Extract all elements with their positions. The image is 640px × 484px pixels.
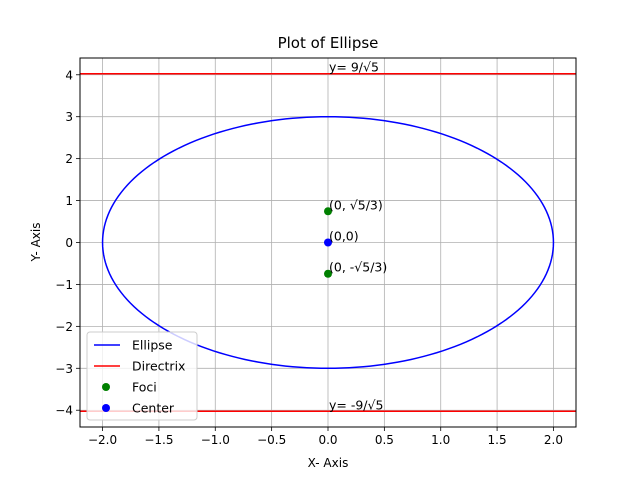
y-tick-label: 3 bbox=[65, 110, 73, 124]
x-tick-label: 1.5 bbox=[488, 433, 507, 447]
legend-label: Foci bbox=[132, 380, 157, 395]
y-tick-label: 0 bbox=[65, 236, 73, 250]
ticks: −2.0 −1.5 −1.0 −0.5 0.0 0.5 1.0 1.5 2.0 −4 −3 −2 −1 0… bbox=[55, 68, 563, 447]
point-annotation: (0, -√5/3) bbox=[329, 260, 387, 275]
point-annotation: (0, √5/3) bbox=[329, 197, 383, 212]
point-annotation: (0,0) bbox=[329, 229, 359, 244]
point-annotation: y= -9/√5 bbox=[329, 397, 383, 412]
y-tick-label: −2 bbox=[55, 320, 73, 334]
legend-box bbox=[86, 331, 198, 421]
y-tick-label: −3 bbox=[55, 362, 73, 376]
center-point bbox=[324, 238, 332, 247]
x-tick-label: 0.0 bbox=[318, 433, 337, 447]
legend-marker bbox=[102, 383, 110, 391]
legend-label: Directrix bbox=[132, 359, 185, 374]
ellipse-curve bbox=[101, 115, 555, 370]
y-axis-label: Y- Axis bbox=[29, 223, 43, 263]
y-tick-label: 2 bbox=[65, 152, 73, 166]
x-axis-label: X- Axis bbox=[308, 456, 349, 470]
x-tick-label: 0.5 bbox=[375, 433, 394, 447]
x-tick-label: 2.0 bbox=[544, 433, 563, 447]
annotations: y= 9/√5 y= -9/√5 (0, √5/3) (0,0) (0, -√5/3) bbox=[329, 60, 387, 413]
point-annotation: y= 9/√5 bbox=[329, 60, 379, 75]
legend-label: Ellipse bbox=[132, 338, 173, 353]
chart-title: Plot of Ellipse bbox=[278, 34, 379, 52]
legend-marker bbox=[102, 404, 110, 412]
y-tick-label: 4 bbox=[65, 68, 73, 82]
y-tick-label: −1 bbox=[55, 278, 73, 292]
focus-point bbox=[324, 207, 332, 216]
y-tick-label: 1 bbox=[65, 194, 73, 208]
x-tick-label: −2.0 bbox=[88, 433, 117, 447]
legend-label: Center bbox=[132, 401, 175, 416]
x-tick-label: −0.5 bbox=[257, 433, 286, 447]
x-tick-label: −1.5 bbox=[144, 433, 173, 447]
focus-point bbox=[324, 269, 332, 278]
y-tick-label: −4 bbox=[55, 404, 73, 418]
x-tick-label: −1.0 bbox=[201, 433, 230, 447]
legend: Ellipse Directrix Foci Center bbox=[86, 331, 198, 421]
x-tick-label: 1.0 bbox=[431, 433, 450, 447]
